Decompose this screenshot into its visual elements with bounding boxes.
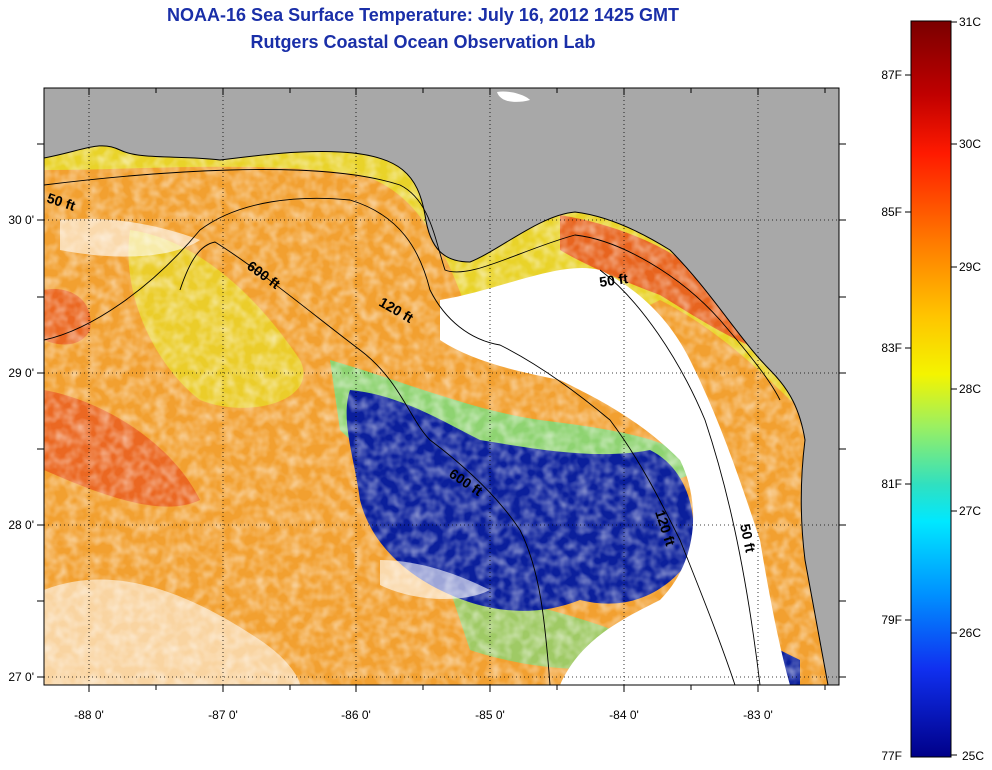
celsius-label: 26C	[959, 626, 981, 640]
land-north	[44, 88, 839, 685]
lon-tick-label: -87 0'	[208, 708, 238, 722]
contour-50ft-west	[44, 169, 781, 401]
lat-tick-label: 28 0'	[8, 518, 34, 532]
fahrenheit-label: 77F	[881, 749, 902, 763]
map-subtitle: Rutgers Coastal Ocean Observation Lab	[250, 32, 596, 52]
fahrenheit-label: 79F	[881, 613, 902, 627]
lat-lon-grid	[44, 88, 839, 685]
celsius-label: 28C	[959, 382, 981, 396]
contour-label: 50 ft	[598, 270, 629, 290]
contour-120ft	[44, 197, 736, 685]
tick-marks	[37, 88, 846, 692]
lat-tick-label: 30 0'	[8, 213, 34, 227]
celsius-label: 29C	[959, 260, 981, 274]
sst-image	[44, 88, 839, 685]
fahrenheit-label: 81F	[881, 477, 902, 491]
lat-tick-label: 27 0'	[8, 670, 34, 684]
fahrenheit-label: 85F	[881, 205, 902, 219]
lon-tick-label: -88 0'	[74, 708, 104, 722]
coastline	[44, 145, 829, 685]
lon-tick-label: -83 0'	[743, 708, 773, 722]
celsius-label: 31C	[959, 15, 981, 29]
fahrenheit-label: 83F	[881, 341, 902, 355]
contour-50ft-east	[599, 269, 761, 685]
color-scale-bar	[910, 20, 952, 758]
celsius-label: 30C	[959, 137, 981, 151]
lon-tick-label: -84 0'	[609, 708, 639, 722]
lon-tick-label: -85 0'	[475, 708, 505, 722]
cloud-inland-patch	[497, 91, 530, 102]
lon-tick-label: -86 0'	[341, 708, 371, 722]
colorbar-ticks	[905, 21, 957, 756]
lat-tick-label: 29 0'	[8, 366, 34, 380]
fahrenheit-label: 87F	[881, 68, 902, 82]
celsius-label: 25C	[962, 749, 984, 763]
celsius-label: 27C	[959, 504, 981, 518]
contour-600ft	[179, 241, 551, 685]
map-title: NOAA-16 Sea Surface Temperature: July 16…	[167, 5, 679, 25]
contour-label: 50 ft	[737, 522, 759, 554]
land-peninsula-tip	[44, 88, 120, 150]
plot-frame	[43, 87, 840, 686]
